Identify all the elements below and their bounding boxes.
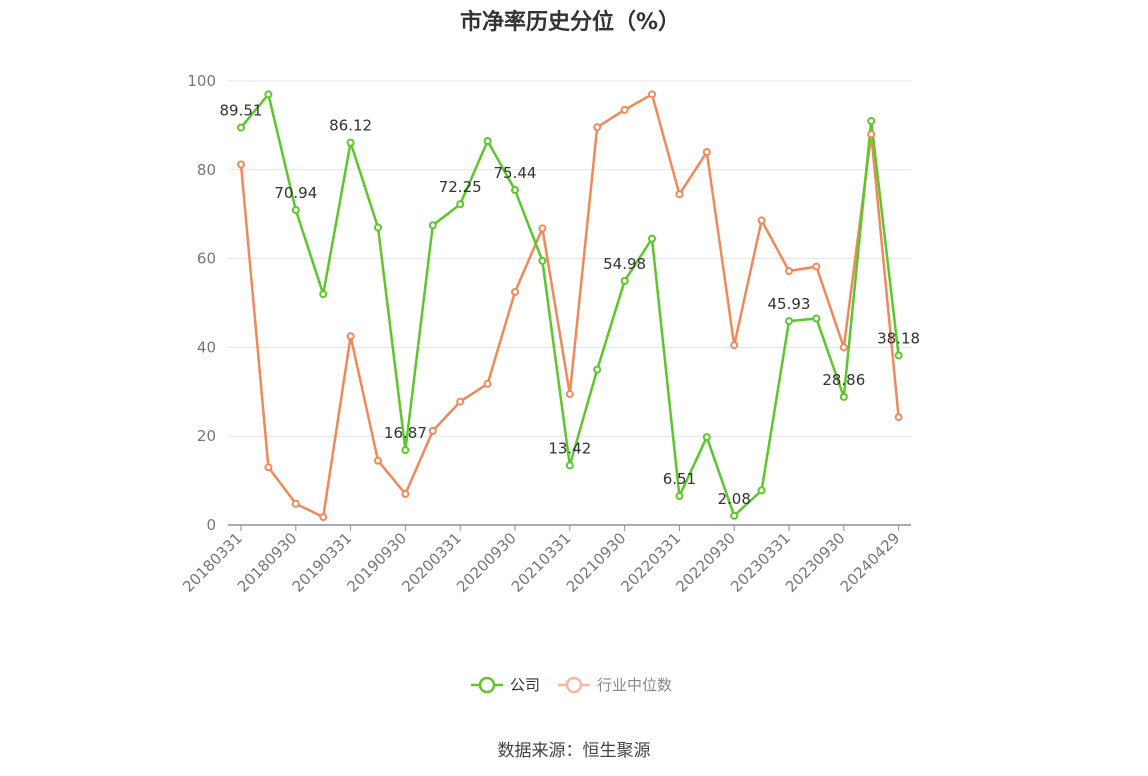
industry-median-point — [401, 489, 410, 498]
company-point — [867, 116, 876, 125]
industry-median-point — [291, 499, 300, 508]
company-point — [428, 221, 437, 230]
industry-median-point — [730, 341, 739, 350]
axes: 0204060801002018033120180930201903312019… — [179, 72, 911, 596]
legend-marker — [565, 676, 583, 694]
company-point — [237, 123, 245, 132]
industry-median-point — [511, 287, 519, 296]
company-point — [593, 365, 602, 374]
industry-median-point — [565, 390, 574, 399]
legend-item-industry-median: 行业中位数 — [558, 676, 672, 694]
industry-median-point — [702, 148, 711, 157]
company-point — [620, 276, 629, 285]
data-label: 2.08 — [717, 490, 750, 508]
data-label: 16.87 — [384, 424, 427, 442]
industry-median-point — [456, 397, 465, 406]
industry-median-point — [757, 216, 766, 225]
legend-item-company: 公司 — [471, 676, 540, 694]
company-point — [839, 392, 848, 401]
industry-median-point — [785, 267, 793, 276]
industry-median-point — [812, 262, 821, 271]
industry-median-point — [319, 513, 328, 522]
industry-median-point — [894, 413, 903, 422]
industry-median-point — [648, 90, 656, 99]
data-label: 89.51 — [220, 102, 263, 120]
industry-median-point — [620, 105, 629, 114]
industry-median-point — [428, 426, 437, 435]
y-tick-label: 20 — [197, 427, 216, 445]
data-label: 38.18 — [877, 329, 920, 347]
company-point — [894, 351, 903, 360]
company-point — [648, 234, 656, 243]
company-point — [483, 136, 492, 145]
data-label: 45.93 — [768, 295, 811, 313]
data-label: 54.98 — [603, 255, 646, 273]
company-point — [291, 206, 300, 215]
data-label: 86.12 — [329, 117, 372, 135]
y-tick-label: 60 — [197, 250, 216, 268]
company-point — [511, 186, 519, 195]
y-tick-label: 80 — [197, 161, 216, 179]
data-label: 72.25 — [439, 178, 482, 196]
company-point — [675, 492, 684, 501]
company-point — [757, 486, 766, 495]
industry-median-point — [867, 130, 876, 139]
y-tick-label: 0 — [206, 516, 216, 534]
legend-marker — [478, 676, 496, 694]
data-label: 28.86 — [822, 371, 865, 389]
company-point — [374, 223, 382, 232]
source-note: 数据来源：恒生聚源 — [497, 741, 651, 761]
industry-median-point — [264, 463, 273, 472]
company-point — [456, 200, 465, 209]
company-point — [319, 290, 328, 299]
y-tick-label: 100 — [187, 72, 216, 90]
company-point — [812, 314, 821, 323]
chart-title: 市净率历史分位（%） — [459, 10, 681, 35]
data-label: 13.42 — [548, 439, 591, 457]
legend-label: 公司 — [510, 676, 540, 694]
industry-median-point — [538, 224, 547, 233]
data-points — [237, 90, 903, 522]
data-labels: 89.51 70.94 86.12 16.87 72.25 75.44 13.42 54.98… — [220, 102, 921, 508]
data-label: 6.51 — [663, 470, 696, 488]
legend: 公司 行业中位数 — [471, 676, 672, 694]
data-label: 75.44 — [494, 164, 537, 182]
industry-median-point — [374, 456, 382, 465]
industry-median-point — [675, 190, 684, 199]
company-point — [538, 256, 547, 265]
x-tick-label: 20240429 — [837, 529, 904, 596]
y-tick-label: 40 — [197, 338, 216, 356]
industry-median-point — [839, 343, 848, 352]
company-point — [401, 446, 410, 455]
data-label: 70.94 — [274, 184, 317, 202]
legend-label: 行业中位数 — [597, 676, 672, 694]
industry-median-point — [237, 160, 245, 169]
industry-median-point — [483, 379, 492, 388]
company-point — [702, 433, 711, 442]
company-point — [264, 90, 273, 99]
company-point — [785, 317, 793, 326]
company-point — [730, 511, 739, 520]
industry-median-point — [346, 332, 355, 341]
industry-median-point — [593, 123, 602, 132]
company-point — [565, 461, 574, 470]
company-point — [346, 138, 355, 147]
grid-lines — [228, 80, 911, 437]
